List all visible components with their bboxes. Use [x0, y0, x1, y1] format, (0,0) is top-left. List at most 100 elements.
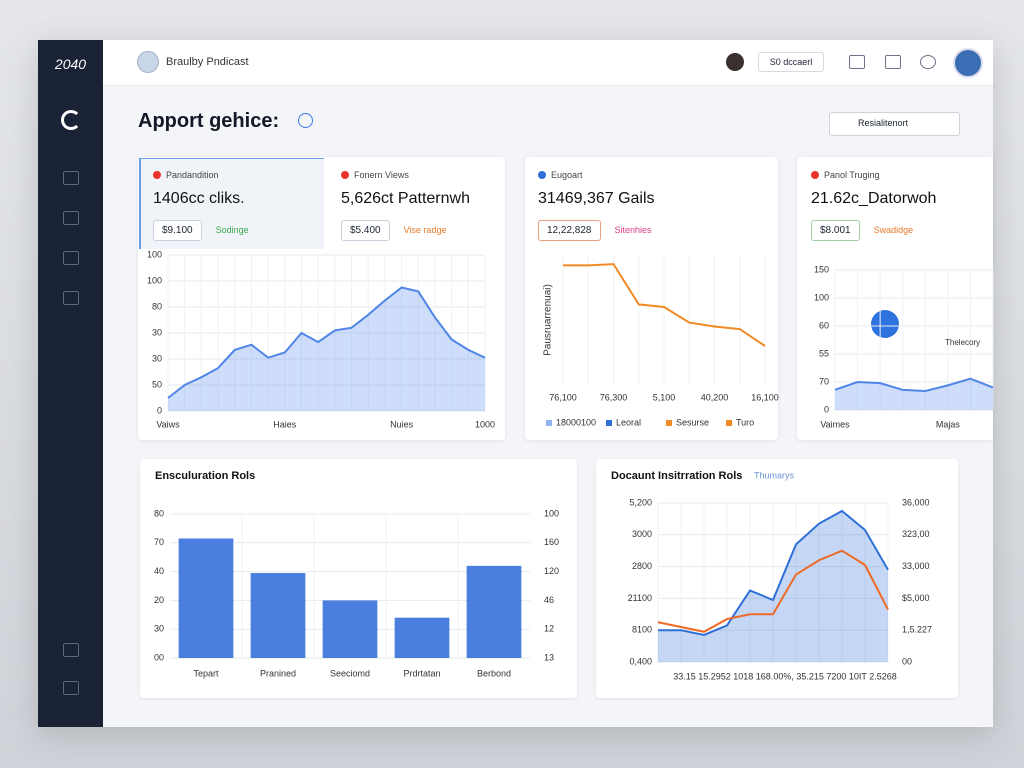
y-tick-label: 40: [154, 566, 164, 576]
y-tick-label: 100: [147, 275, 162, 285]
bar: [466, 565, 522, 658]
user-avatar[interactable]: [953, 48, 983, 78]
y-tick-label: 60: [819, 320, 829, 330]
y2-tick-label: $5,000: [902, 593, 930, 603]
button-label: Resialitenort: [858, 118, 909, 128]
x-tick-label: Prdrtatan: [403, 668, 440, 678]
bar: [394, 617, 450, 658]
y-tick-label: 2800: [632, 561, 652, 571]
area-fill: [168, 287, 485, 411]
x-tick-label: 5,100: [653, 392, 676, 402]
stat-badge: 12,22,828: [538, 220, 601, 241]
stat-tag: Vise radge: [403, 225, 447, 235]
page-title: Apport gehice:: [138, 110, 280, 132]
stat-label-text: Eugoart: [551, 170, 583, 180]
nav-icon[interactable]: [63, 211, 79, 225]
y2-tick-label: 323,00: [902, 529, 930, 539]
area-fill: [658, 510, 888, 662]
brand-icon: [137, 51, 159, 73]
y2-tick-label: 12: [544, 624, 554, 634]
y2-tick-label: 46: [544, 595, 554, 605]
stats-card: [525, 157, 778, 440]
legend-label: Leoral: [616, 417, 641, 427]
nav-icon[interactable]: [63, 171, 79, 185]
lock-icon[interactable]: [849, 55, 865, 69]
line: [563, 263, 766, 347]
stat-label: Panol Truging: [811, 170, 936, 180]
x-tick-label: Seeciomd: [330, 668, 370, 678]
legend-label: Turo: [736, 417, 754, 427]
nav-icon[interactable]: [63, 251, 79, 265]
bar: [322, 600, 378, 658]
y2-tick-label: 36,000: [902, 497, 930, 507]
legend-swatch: [726, 420, 732, 426]
y-tick-label: 8100: [632, 625, 652, 635]
report-button[interactable]: Resialitenort: [829, 112, 960, 136]
chat-icon[interactable]: [920, 55, 936, 69]
stat-badge: $9.100: [153, 220, 202, 241]
stat: Panol Truging 21.62c_Datorwoh $8.001 Swad…: [811, 170, 937, 241]
y-tick-label: 0,400: [629, 656, 652, 666]
y-tick-label: 150: [814, 264, 829, 274]
x-tick-label: 76,100: [549, 392, 577, 402]
stat-label-text: Pandandition: [166, 170, 219, 180]
bag-icon[interactable]: [885, 55, 901, 69]
stat-badge: $5.400: [341, 220, 390, 241]
y-tick-label: 100: [814, 292, 829, 302]
stat: Fonern Views 5,626ct Patternwh $5.400 Vis…: [341, 170, 470, 241]
line: [167, 286, 486, 399]
stat-badge: $8.001: [811, 220, 860, 241]
stat-value: 31469,367 Gails: [538, 190, 655, 207]
stat-value: 1406cc cliks.: [153, 190, 245, 207]
x-tick-label: Vaiws: [156, 419, 180, 429]
line: [658, 509, 889, 637]
nav-icon[interactable]: [63, 643, 79, 657]
nav-icon[interactable]: [63, 681, 79, 695]
bar: [178, 538, 234, 658]
sidebar: 2040: [38, 40, 103, 727]
avatar-small[interactable]: [726, 53, 744, 71]
logo-badge: [871, 310, 899, 338]
line: [657, 549, 889, 633]
stat-value: 21.62c_Datorwoh: [811, 190, 937, 207]
y-tick-label: 5,200: [629, 497, 652, 507]
dropdown[interactable]: S0 dccaerl: [758, 52, 824, 72]
stat-value: 5,626ct Patternwh: [341, 190, 470, 207]
y-tick-label: 70: [819, 376, 829, 386]
chart-title: Ensculuration Rols: [155, 470, 255, 482]
y-tick-label: 55: [819, 348, 829, 358]
logo: 2040: [54, 56, 87, 72]
y-tick-label: 20: [154, 595, 164, 605]
y2-tick-label: 100: [544, 508, 559, 518]
y-tick-label: 80: [152, 301, 162, 311]
y-tick-label: 50: [152, 379, 162, 389]
y-tick-label: 30: [152, 353, 162, 363]
y2-tick-label: 13: [544, 652, 554, 662]
stat-label-text: Fonern Views: [354, 170, 409, 180]
stat-tag: Sitenhies: [614, 225, 652, 235]
y-tick-label: 30: [152, 327, 162, 337]
stat-label: Pandandition: [153, 170, 249, 180]
y-tick-label: 30: [154, 624, 164, 634]
y-tick-label: 00: [154, 652, 164, 662]
y-tick-label: 0: [824, 404, 829, 414]
x-tick-label: Pranined: [260, 668, 296, 678]
y-tick-label: 100: [147, 249, 162, 259]
y-tick-label: 3000: [632, 529, 652, 539]
nav-icon[interactable]: [63, 291, 79, 305]
x-tick-label: 1000: [475, 419, 495, 429]
y2-tick-label: 1,5.227: [902, 625, 932, 635]
stat: Pandandition 1406cc cliks. $9.100 Sodinge: [153, 170, 249, 241]
brand-name: Braulby Pndicast: [166, 56, 249, 68]
y2-tick-label: 160: [544, 537, 559, 547]
nav-home[interactable]: [61, 110, 81, 130]
chart-subtitle: Thumarys: [754, 470, 795, 480]
y-axis-label: Pausruarrenuai): [543, 284, 554, 356]
stat-label-text: Panol Truging: [824, 170, 880, 180]
chart-title: Docaunt Insitrration Rols: [611, 470, 742, 482]
check-icon: [298, 113, 313, 128]
y-tick-label: 21100: [628, 593, 652, 603]
line: [834, 377, 994, 392]
